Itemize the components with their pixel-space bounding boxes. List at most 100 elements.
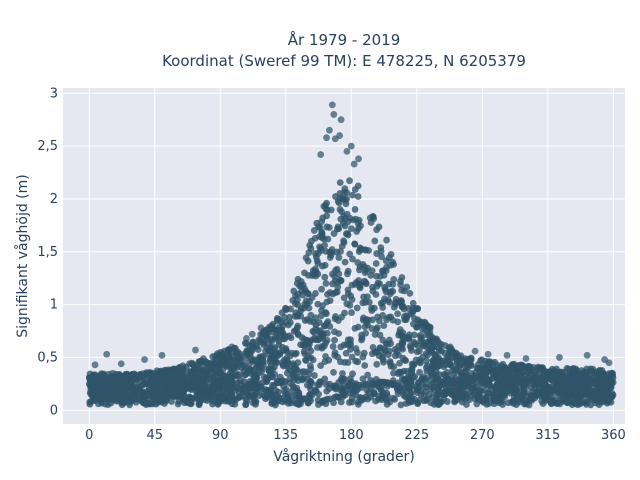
- data-point: [362, 380, 370, 388]
- data-point: [337, 358, 344, 366]
- data-point: [133, 376, 141, 384]
- data-point: [98, 383, 106, 391]
- data-point: [501, 376, 509, 384]
- data-point: [193, 367, 201, 375]
- data-point: [399, 340, 407, 348]
- data-point: [531, 384, 539, 392]
- data-point: [218, 371, 226, 379]
- data-point: [568, 401, 576, 408]
- data-point: [348, 225, 355, 233]
- data-point: [243, 347, 251, 354]
- data-point: [427, 385, 435, 393]
- chart-title-line-2: Koordinat (Sweref 99 TM): E 478225, N 62…: [162, 52, 526, 70]
- data-point: [445, 377, 453, 385]
- data-point: [183, 399, 191, 406]
- data-point: [353, 228, 361, 235]
- data-point: [395, 298, 403, 306]
- data-point: [304, 290, 312, 298]
- data-point: [581, 375, 589, 383]
- data-point: [380, 322, 388, 330]
- data-point: [229, 384, 237, 392]
- data-point: [125, 382, 133, 390]
- data-point: [242, 340, 250, 347]
- data-point: [346, 214, 354, 222]
- data-point: [608, 393, 616, 401]
- data-point: [257, 324, 265, 332]
- data-point: [122, 398, 130, 405]
- data-point: [337, 248, 344, 255]
- data-point: [247, 366, 254, 374]
- data-point: [276, 350, 284, 358]
- y-tick-label: 1,5: [37, 245, 58, 260]
- data-point: [556, 400, 564, 408]
- data-point: [406, 290, 414, 297]
- data-point: [275, 388, 282, 396]
- data-points: [85, 101, 617, 409]
- data-point: [441, 349, 449, 357]
- data-point: [337, 276, 344, 284]
- data-point: [299, 368, 307, 375]
- data-point: [394, 318, 402, 326]
- data-point: [317, 362, 325, 370]
- data-point: [413, 348, 421, 356]
- data-point: [409, 320, 417, 328]
- data-point: [420, 375, 428, 383]
- data-point: [284, 395, 292, 403]
- data-point: [344, 230, 351, 237]
- data-point: [577, 386, 585, 393]
- data-point: [305, 272, 312, 279]
- data-point: [467, 361, 474, 369]
- data-point: [326, 289, 334, 296]
- data-point: [348, 309, 355, 316]
- data-point: [289, 371, 297, 379]
- data-point: [146, 381, 154, 389]
- data-point: [331, 273, 338, 280]
- data-point: [286, 313, 294, 321]
- data-point: [356, 280, 364, 288]
- data-point: [398, 286, 406, 294]
- data-point: [410, 361, 417, 368]
- data-point: [103, 377, 110, 385]
- data-point: [417, 333, 425, 341]
- data-point: [127, 391, 135, 399]
- x-tick-label: 45: [146, 428, 163, 443]
- data-point: [314, 270, 322, 278]
- data-point: [232, 349, 240, 357]
- data-point: [369, 287, 377, 295]
- data-point: [389, 394, 397, 402]
- data-point: [394, 382, 402, 390]
- data-point: [368, 304, 375, 312]
- data-point: [383, 236, 390, 244]
- data-point: [170, 393, 178, 401]
- data-point: [210, 385, 218, 393]
- data-point: [86, 400, 94, 408]
- data-point: [372, 397, 380, 405]
- data-point: [333, 384, 341, 391]
- data-point: [558, 370, 566, 378]
- data-point: [489, 359, 497, 367]
- data-point: [383, 400, 391, 408]
- data-point: [365, 247, 373, 254]
- data-point: [375, 317, 383, 325]
- data-point: [196, 358, 204, 365]
- data-point: [141, 378, 149, 386]
- data-point: [450, 350, 458, 358]
- data-point: [527, 392, 535, 400]
- data-point: [410, 338, 418, 346]
- data-point: [193, 392, 201, 400]
- data-point: [351, 240, 359, 248]
- data-point: [406, 384, 414, 392]
- data-point: [366, 214, 374, 222]
- data-point: [116, 377, 124, 384]
- y-axis-title: Signifikant våghöjd (m): [14, 174, 31, 337]
- data-point: [330, 111, 338, 118]
- data-point: [553, 370, 561, 378]
- data-point: [282, 346, 290, 354]
- data-point: [335, 254, 343, 262]
- data-point: [163, 379, 170, 387]
- data-point: [514, 378, 522, 386]
- data-point: [177, 390, 185, 398]
- data-point: [541, 395, 549, 403]
- data-point: [304, 399, 312, 407]
- data-point: [340, 237, 347, 245]
